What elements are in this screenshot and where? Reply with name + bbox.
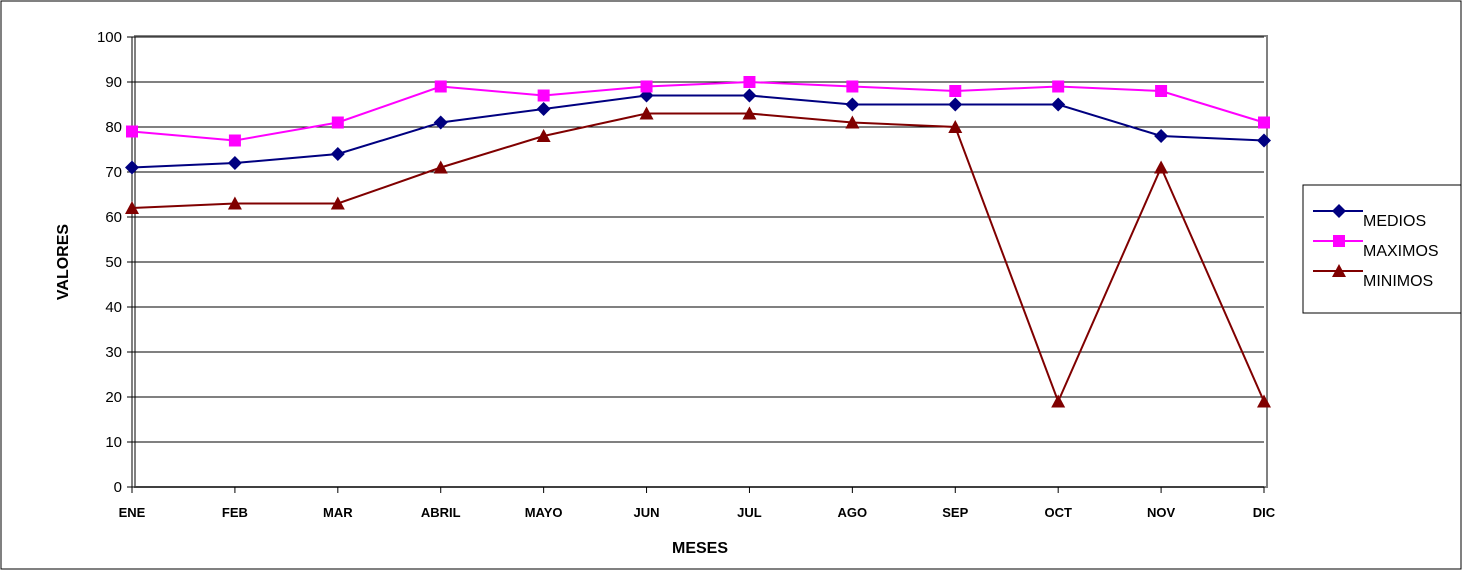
x-tick-label: ABRIL	[421, 505, 461, 520]
series-maximos	[126, 76, 1270, 147]
data-point-maximos	[743, 76, 756, 88]
legend-box	[1302, 184, 1462, 314]
x-tick-label: DIC	[1253, 505, 1276, 520]
data-point-minimos	[1051, 394, 1066, 408]
series-line-maximos	[131, 80, 1265, 142]
y-tick-label: 30	[105, 344, 122, 361]
data-point-medios	[330, 147, 345, 161]
legend: MEDIOS MAXIMOS MINIMOS	[1302, 184, 1462, 314]
series-layer	[125, 76, 1271, 408]
x-tick-label: MAYO	[525, 505, 563, 520]
series-line-medios	[131, 94, 1265, 169]
data-point-minimos	[433, 160, 448, 174]
series-line-minimos	[131, 112, 1265, 405]
data-point-medios	[742, 88, 757, 103]
series-medios	[125, 88, 1271, 175]
x-axis-title: MESES	[672, 540, 728, 557]
gridlines	[132, 36, 1264, 443]
x-tick-label: JUN	[634, 505, 660, 520]
y-tick-label: 90	[105, 74, 122, 91]
data-point-maximos	[1258, 116, 1270, 129]
data-point-medios	[433, 115, 448, 130]
data-point-minimos	[536, 129, 551, 142]
data-point-medios	[845, 97, 860, 112]
y-tick-label: 0	[114, 479, 122, 496]
legend-marker-medios	[1332, 204, 1346, 218]
legend-label-minimos: MINIMOS	[1363, 273, 1433, 290]
data-point-maximos	[1052, 80, 1065, 93]
data-point-medios	[227, 156, 242, 170]
y-tick-label: 50	[105, 254, 122, 271]
data-point-medios	[536, 102, 551, 116]
data-point-minimos	[125, 201, 139, 214]
data-point-medios	[948, 97, 963, 112]
y-tick-label: 10	[105, 434, 122, 451]
y-tick-label: 20	[105, 389, 122, 406]
legend-marker-maximos	[1333, 235, 1345, 247]
x-tick-label: FEB	[222, 505, 248, 520]
data-point-maximos	[537, 89, 550, 102]
y-tick-label: 80	[105, 119, 122, 136]
x-tick-label: SEP	[942, 505, 968, 520]
x-axis: ENE FEB MAR ABRIL MAYO JUN JUL AGO SEP OCT NOV DIC	[119, 486, 1276, 520]
data-point-maximos	[331, 116, 344, 129]
data-point-medios	[1154, 129, 1169, 143]
y-tick-label: 70	[105, 164, 122, 181]
x-tick-label: MAR	[323, 505, 353, 520]
data-point-minimos	[1257, 394, 1271, 408]
x-tick-label: AGO	[838, 505, 868, 520]
legend-marker-minimos	[1332, 264, 1346, 277]
data-point-maximos	[949, 85, 962, 97]
data-point-medios	[1051, 97, 1066, 112]
series-minimos	[125, 106, 1271, 408]
data-point-minimos	[330, 196, 345, 210]
x-tick-label: JUL	[737, 505, 762, 520]
data-point-minimos	[227, 196, 242, 210]
data-point-maximos	[434, 80, 447, 93]
legend-label-maximos: MAXIMOS	[1363, 243, 1439, 260]
data-point-maximos	[640, 80, 653, 93]
data-point-minimos	[1154, 160, 1169, 174]
data-point-minimos	[742, 106, 757, 120]
legend-label-medios: MEDIOS	[1363, 213, 1426, 230]
data-point-maximos	[228, 134, 241, 147]
data-point-maximos	[126, 125, 138, 138]
data-point-medios	[1257, 133, 1271, 148]
y-axis: 0 10 20 30 40 50 60 70 80 90 100	[97, 29, 133, 496]
data-point-minimos	[639, 106, 654, 120]
data-point-medios	[125, 160, 139, 175]
y-tick-label: 60	[105, 209, 122, 226]
data-point-minimos	[845, 115, 860, 129]
y-tick-label: 100	[97, 29, 122, 46]
x-tick-label: OCT	[1044, 505, 1072, 520]
data-point-minimos	[948, 120, 963, 133]
y-axis-title: VALORES	[55, 224, 72, 300]
data-point-maximos	[846, 80, 859, 93]
y-tick-label: 40	[105, 299, 122, 316]
data-point-maximos	[1155, 85, 1168, 97]
x-tick-label: NOV	[1147, 505, 1176, 520]
x-tick-label: ENE	[119, 505, 146, 520]
